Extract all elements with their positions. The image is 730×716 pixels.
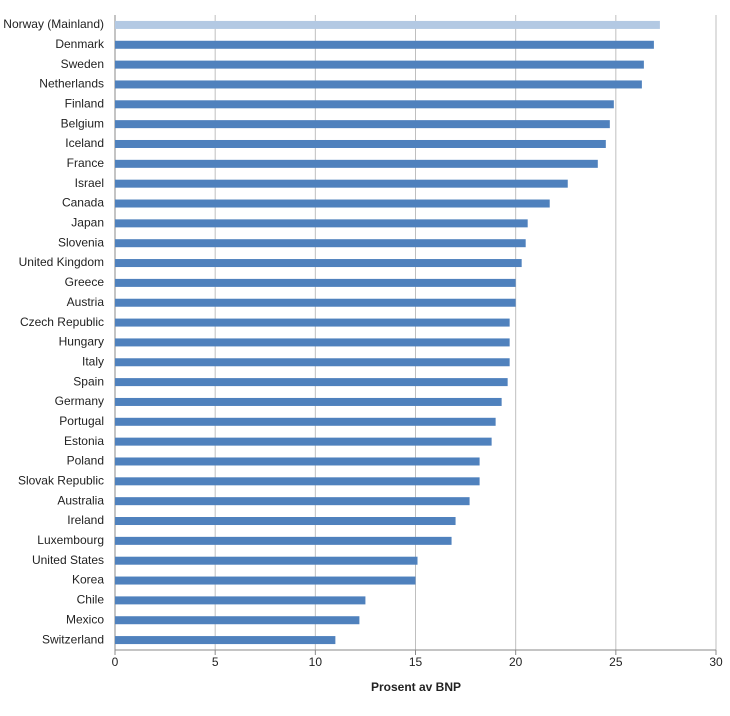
bar: [115, 576, 416, 585]
y-tick-label: France: [67, 156, 105, 170]
y-tick-label: Netherlands: [39, 77, 104, 91]
y-tick-label: Japan: [71, 216, 104, 230]
y-tick-label: United Kingdom: [19, 255, 104, 269]
bar: [115, 159, 598, 168]
bar: [115, 596, 366, 605]
bar: [115, 397, 502, 406]
y-tick-label: Belgium: [61, 116, 104, 130]
bar: [115, 298, 516, 307]
bar: [115, 517, 456, 526]
bar: [115, 437, 492, 446]
bar: [115, 318, 510, 327]
bar: [115, 477, 480, 486]
x-tick-label: 5: [212, 655, 219, 669]
bar: [115, 536, 452, 545]
y-tick-label: Australia: [57, 493, 104, 507]
x-axis-title: Prosent av BNP: [371, 680, 461, 694]
y-tick-label: Ireland: [67, 513, 104, 527]
bar: [115, 179, 568, 188]
bar: [115, 616, 360, 625]
bar: [115, 636, 336, 645]
bar: [115, 556, 418, 565]
bar: [115, 259, 522, 268]
y-tick-label: United States: [32, 553, 104, 567]
y-tick-label: Iceland: [65, 136, 104, 150]
bar: [115, 60, 644, 69]
y-tick-label: Hungary: [59, 335, 104, 349]
x-tick-label: 10: [309, 655, 323, 669]
bar: [115, 40, 654, 49]
y-tick-label: Italy: [82, 354, 104, 368]
bar: [115, 457, 480, 466]
y-tick-label: Greece: [65, 275, 105, 289]
x-tick-label: 15: [409, 655, 423, 669]
bar: [115, 378, 508, 387]
y-tick-label: Chile: [77, 593, 105, 607]
bar: [115, 120, 610, 129]
y-tick-label: Israel: [75, 176, 104, 190]
y-tick-label: Slovenia: [58, 235, 104, 249]
x-tick-label: 25: [609, 655, 623, 669]
y-tick-label: Estonia: [64, 434, 104, 448]
bar: [115, 20, 660, 29]
x-tick-label: 0: [112, 655, 119, 669]
y-tick-label: Luxembourg: [37, 533, 104, 547]
y-tick-label: Poland: [67, 454, 104, 468]
y-tick-label: Spain: [73, 374, 104, 388]
bar: [115, 219, 528, 228]
y-tick-label: Sweden: [61, 57, 104, 71]
bar: [115, 199, 550, 208]
y-tick-label: Switzerland: [42, 632, 104, 646]
bar: [115, 139, 606, 148]
y-tick-label: Czech Republic: [20, 315, 104, 329]
y-tick-label: Canada: [62, 196, 104, 210]
y-tick-label: Austria: [67, 295, 105, 309]
bar: [115, 338, 510, 347]
y-tick-label: Portugal: [59, 414, 104, 428]
y-tick-label: Mexico: [66, 612, 104, 626]
y-tick-label: Slovak Republic: [18, 474, 104, 488]
bar: [115, 417, 496, 426]
bar: [115, 278, 516, 287]
bar: [115, 358, 510, 367]
bar: [115, 100, 614, 109]
bar: [115, 80, 642, 89]
x-tick-label: 30: [709, 655, 723, 669]
bar: [115, 239, 526, 248]
y-tick-label: Denmark: [55, 37, 105, 51]
y-tick-label: Korea: [72, 573, 104, 587]
y-tick-label: Finland: [65, 96, 104, 110]
x-tick-label: 20: [509, 655, 523, 669]
bar: [115, 497, 470, 506]
y-tick-label: Norway (Mainland): [3, 17, 104, 31]
y-tick-label: Germany: [55, 394, 104, 408]
